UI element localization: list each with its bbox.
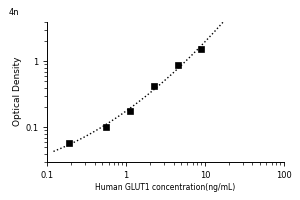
Y-axis label: Optical Density: Optical Density xyxy=(13,57,22,126)
Text: 4n: 4n xyxy=(8,8,19,17)
X-axis label: Human GLUT1 concentration(ng/mL): Human GLUT1 concentration(ng/mL) xyxy=(95,183,236,192)
